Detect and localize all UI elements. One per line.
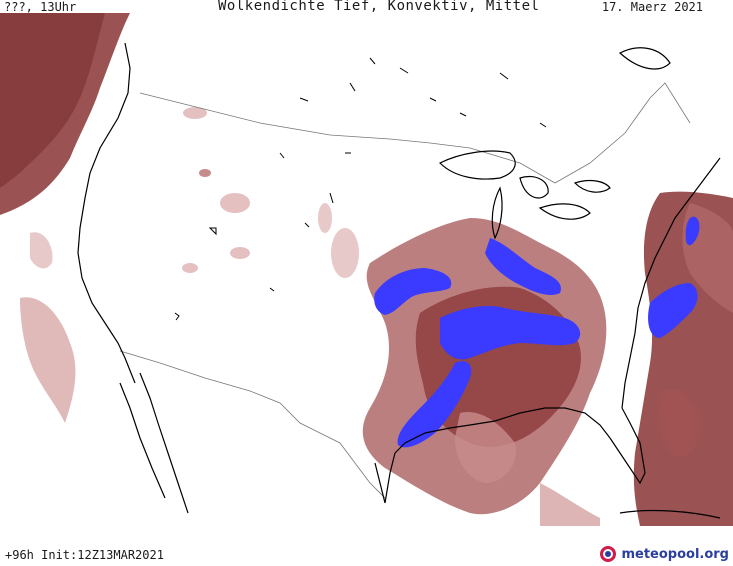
map-title: Wolkendichte Tief, Konvektiv, Mittel	[218, 0, 540, 14]
convective-cells	[374, 216, 700, 448]
map-date: 17. Maerz 2021	[601, 0, 703, 14]
weather-map	[0, 13, 733, 526]
coastlines	[77, 42, 721, 519]
map-canvas	[0, 13, 733, 526]
borders	[119, 82, 691, 499]
run-info: +96h Init:12Z13MAR2021	[5, 548, 164, 562]
brand-logo-link[interactable]: meteopool.org	[599, 545, 729, 563]
top-left-label: ???, 13Uhr	[4, 0, 77, 14]
meteopool-logo-icon	[600, 546, 617, 562]
lake-fragments	[174, 57, 547, 321]
brand-name: meteopool.org	[621, 546, 729, 562]
